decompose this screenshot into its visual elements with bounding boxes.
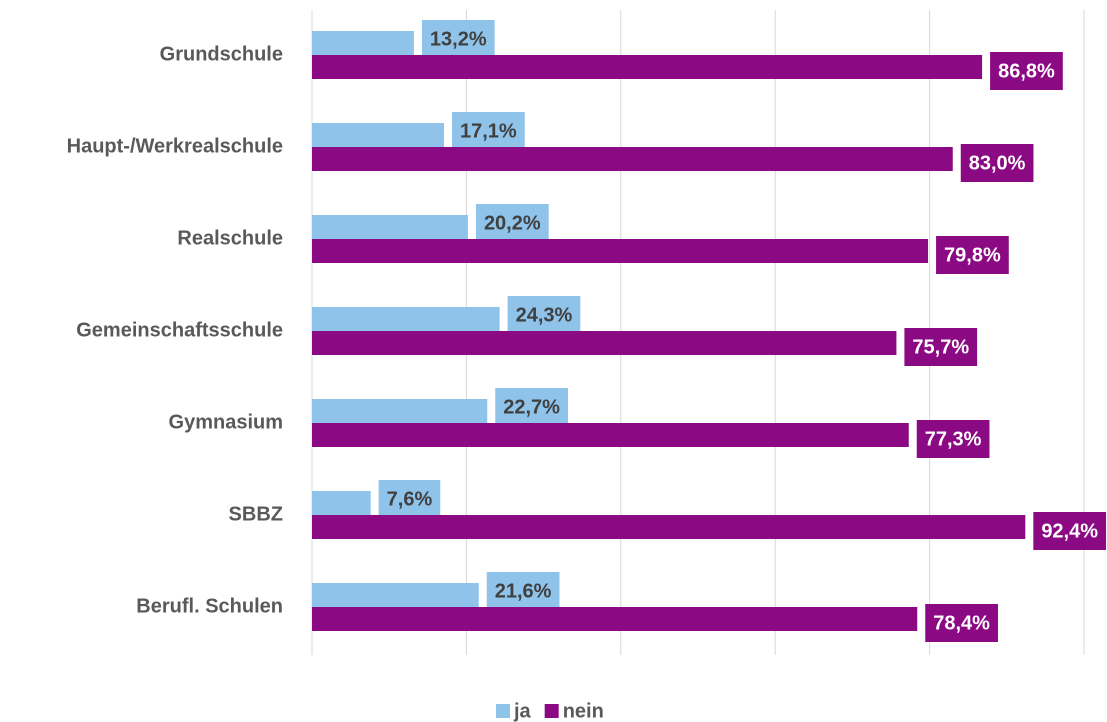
data-label-box [475, 204, 549, 242]
data-label: 92,4% [1041, 520, 1098, 542]
bar [312, 215, 468, 239]
bar [312, 583, 479, 607]
bar [312, 55, 983, 79]
data-label-box [990, 52, 1063, 90]
bar [312, 515, 1026, 539]
category-label: Gemeinschaftsschule [76, 319, 283, 341]
data-label-box [495, 388, 568, 426]
data-label-box [378, 480, 441, 518]
category-label: Gymnasium [169, 411, 283, 433]
bar [312, 423, 909, 447]
legend-label: nein [563, 700, 604, 722]
bar [312, 239, 929, 263]
data-label-box [936, 236, 1009, 274]
bar [312, 607, 918, 631]
data-label-box [904, 328, 978, 366]
data-label-box [960, 144, 1034, 182]
legend-swatch [496, 704, 510, 718]
data-label: 86,8% [998, 60, 1055, 82]
data-label: 79,8% [944, 244, 1001, 266]
data-label-box [916, 420, 990, 458]
category-label: SBBZ [229, 503, 283, 525]
category-label: Grundschule [160, 43, 283, 65]
bar [312, 399, 488, 423]
data-label-box [925, 604, 998, 642]
legend-swatch [544, 704, 559, 718]
data-label-box [421, 20, 495, 58]
data-label-box [1033, 512, 1107, 550]
data-label: 22,7% [503, 396, 560, 418]
bar [312, 147, 953, 171]
category-label: Realschule [177, 227, 283, 249]
data-label: 77,3% [925, 428, 982, 450]
bar [312, 491, 371, 515]
data-label: 24,3% [516, 304, 573, 326]
bar [312, 331, 897, 355]
data-label-box [452, 112, 525, 150]
category-label: Berufl. Schulen [136, 595, 283, 617]
data-label: 17,1% [460, 120, 517, 142]
data-label: 83,0% [969, 152, 1026, 174]
bar [312, 123, 445, 147]
data-label-box [507, 296, 581, 334]
data-label-box [486, 572, 560, 610]
legend-label: ja [513, 700, 532, 722]
bar [312, 31, 414, 55]
data-label: 21,6% [495, 580, 552, 602]
data-label: 20,2% [484, 212, 541, 234]
bar [312, 307, 500, 331]
data-label: 75,7% [912, 336, 969, 358]
data-label: 13,2% [430, 28, 487, 50]
data-label: 78,4% [933, 612, 990, 634]
category-label: Haupt-/Werkrealschule [67, 135, 283, 157]
data-label: 7,6% [387, 488, 433, 510]
